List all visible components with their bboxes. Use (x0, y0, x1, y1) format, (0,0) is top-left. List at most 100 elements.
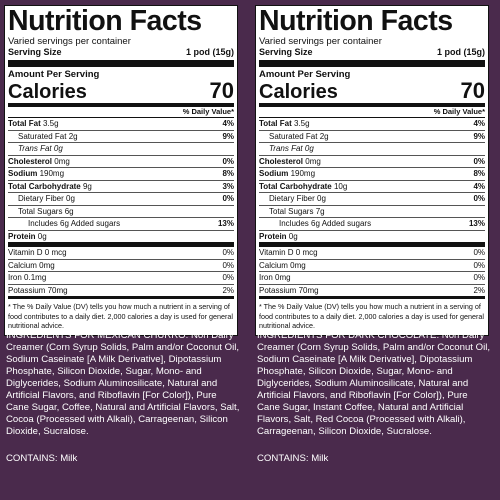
nutrient-row: Protein 0g (8, 231, 234, 247)
nutrient-name: Dietary Fiber (269, 194, 315, 203)
nutrient-name-amount: Saturated Fat 2g (8, 131, 78, 143)
amount-per-serving: Amount Per Serving (8, 69, 100, 80)
nutrient-row: Saturated Fat 2g 9% (259, 131, 485, 143)
nutrient-name: Total Fat (8, 119, 41, 128)
nutrient-name: Trans (269, 144, 289, 153)
nutrient-amount: 0g (66, 194, 75, 203)
nutrient-name-amount: Total Carbohydrate 9g (8, 181, 92, 193)
serving-size-row: Serving Size 1 pod (15g) (8, 47, 234, 67)
vitamin-row: Potassium 70mg 2% (8, 285, 234, 299)
nutrient-name-amount: Dietary Fiber 0g (259, 193, 326, 205)
contains-text: CONTAINS: Milk (6, 453, 78, 464)
nutrient-percent: 13% (468, 219, 485, 228)
serving-size-row: Serving Size 1 pod (15g) (259, 47, 485, 67)
nutrient-row: Cholesterol 0mg 0% (259, 156, 485, 168)
serving-size-label: Serving Size (259, 47, 313, 57)
nutrient-amount: 7g (315, 206, 325, 216)
servings-per-container: Varied servings per container (8, 36, 131, 47)
vitamin-amount: 0.1mg (24, 273, 47, 282)
nutrient-percent: 9% (473, 131, 485, 141)
vitamin-amount: 0mg (275, 273, 291, 282)
nutrient-name: Cholesterol (259, 156, 304, 166)
nutrient-amount: 6g Added sugars (60, 219, 121, 228)
vitamin-name: Vitamin D (8, 248, 43, 257)
nutrient-amount: 3.5g (293, 119, 310, 128)
nutrient-row: Trans Fat 0g (8, 143, 234, 156)
vitamin-row: Vitamin D 0 mcg 0% (259, 247, 485, 260)
vitamin-amount: 0 mcg (295, 248, 318, 257)
nutrient-name-amount: Cholesterol 0mg (8, 156, 70, 168)
vitamin-name: Potassium (259, 285, 297, 295)
daily-value-header: % Daily Value* (259, 107, 485, 118)
nutrient-amount: 190mg (290, 169, 316, 178)
nutrient-percent: 8% (473, 169, 485, 178)
nutrient-amount: 190mg (39, 169, 65, 178)
vitamin-name: Calcium (259, 260, 288, 270)
nutrient-row: Saturated Fat 2g 9% (8, 131, 234, 143)
calories-value: 70 (460, 78, 485, 103)
nutrition-facts-label: Nutrition Facts Varied servings per conta… (255, 5, 489, 336)
ingredients-text: INGREDIENTS FOR MEXICAN CHURRO: Non Dair… (6, 330, 240, 437)
nutrition-facts-label: Nutrition Facts Varied servings per conta… (4, 5, 238, 336)
nutrient-percent: 4% (473, 181, 485, 191)
calories-value: 70 (209, 78, 234, 103)
nutrient-amount: 0g (37, 231, 47, 241)
nutrient-row: Total Carbohydrate 9g 3% (8, 181, 234, 193)
nutrient-amount: 0g (317, 194, 326, 203)
nutrition-panel-dark-chocolate: Nutrition Facts Varied servings per conta… (255, 0, 497, 500)
calories-label: Calories (259, 81, 338, 103)
vitamin-percent: 0% (473, 273, 485, 282)
vitamin-name-amount: Iron 0mg (259, 272, 291, 284)
vitamin-name: Potassium (8, 285, 46, 295)
nutrient-row: Total Fat 3.5g 4% (8, 118, 234, 131)
nutrient-percent: 0% (473, 194, 485, 203)
vitamin-amount: 0mg (39, 260, 55, 270)
vitamin-name: Calcium (8, 260, 37, 270)
vitamin-name-amount: Calcium 0mg (8, 260, 55, 272)
daily-value-footnote: * The % Daily Value (DV) tells you how m… (8, 302, 233, 330)
nutrient-row: Protein 0g (259, 231, 485, 247)
nutrient-name: Cholesterol (8, 156, 53, 166)
serving-size-value: 1 pod (15g) (185, 47, 234, 57)
nutrient-name: Total Carbohydrate (8, 181, 81, 191)
vitamin-amount: 0mg (290, 260, 306, 270)
nutrient-amount: Fat 0g (291, 144, 314, 153)
nutrient-row: Total Sugars 7g (259, 206, 485, 218)
vitamin-row: Calcium 0mg 0% (8, 260, 234, 272)
nutrient-name-amount: Includes 6g Added sugars (259, 218, 371, 230)
vitamin-name-amount: Potassium 70mg (259, 285, 319, 297)
nutrient-name: Sodium (8, 169, 38, 178)
nutrient-name-amount: Saturated Fat 2g (259, 131, 329, 143)
servings-per-container: Varied servings per container (259, 36, 382, 47)
nutrient-name-amount: Includes 6g Added sugars (8, 218, 120, 230)
nutrient-name-amount: Trans Fat 0g (259, 143, 314, 155)
nutrient-name: Protein (259, 231, 287, 241)
vitamin-name-amount: Vitamin D 0 mcg (8, 247, 67, 259)
nutrient-percent: 0% (222, 156, 234, 166)
nutrient-amount: 10g (333, 181, 348, 191)
daily-value-header: % Daily Value* (8, 107, 234, 118)
nutrient-row: Cholesterol 0mg 0% (8, 156, 234, 168)
vitamin-amount: 70mg (47, 285, 68, 295)
nutrient-amount: 2g (68, 131, 78, 141)
calories-row: Calories 70 (8, 80, 234, 107)
nutrient-amount: 3.5g (42, 119, 59, 128)
nutrient-name-amount: Trans Fat 0g (8, 143, 63, 155)
nutrient-row: Includes 6g Added sugars 13% (8, 218, 234, 231)
ingredients-text: INGREDIENTS FOR DARK CHOCOLATE: Non Dair… (257, 330, 491, 437)
nutrient-name: Total Sugars (18, 206, 63, 216)
nutrient-percent: 4% (222, 119, 234, 128)
nutrient-row: Sodium 190mg 8% (8, 168, 234, 181)
nutrient-name: Includes (279, 219, 309, 228)
label-title: Nutrition Facts (259, 5, 453, 37)
vitamin-percent: 2% (473, 285, 485, 295)
nutrient-row: Total Sugars 6g (8, 206, 234, 218)
vitamin-row: Iron 0mg 0% (259, 272, 485, 285)
vitamin-name: Iron (259, 273, 273, 282)
amount-per-serving: Amount Per Serving (259, 69, 351, 80)
nutrient-name-amount: Sodium 190mg (259, 168, 315, 180)
vitamin-name-amount: Calcium 0mg (259, 260, 306, 272)
vitamin-row: Potassium 70mg 2% (259, 285, 485, 299)
nutrition-panel-mexican-churro: Nutrition Facts Varied servings per conta… (4, 0, 246, 500)
nutrient-name-amount: Total Fat 3.5g (8, 118, 59, 130)
